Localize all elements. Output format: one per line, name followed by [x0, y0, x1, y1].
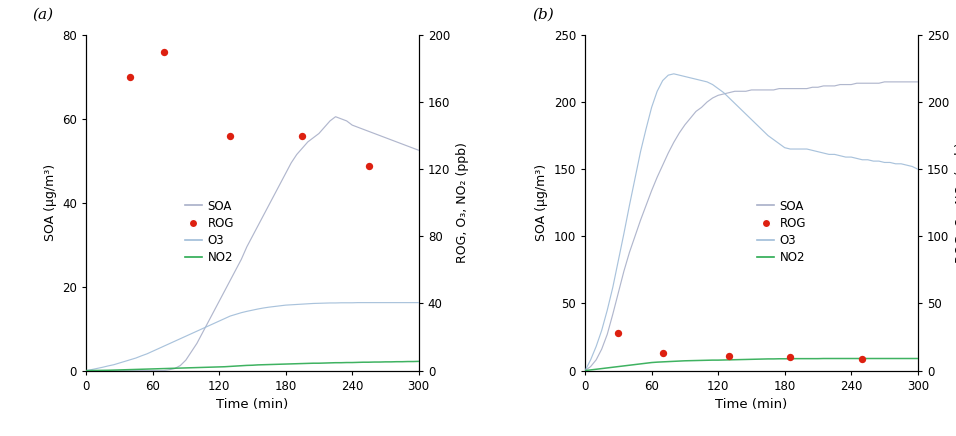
Point	[156, 48, 171, 55]
Point	[122, 73, 138, 80]
Text: (a): (a)	[33, 7, 54, 21]
Point	[294, 132, 310, 139]
Y-axis label: ROG, O₃, NO₂ (ppb): ROG, O₃, NO₂ (ppb)	[955, 142, 956, 263]
Point	[655, 350, 670, 357]
Point	[611, 330, 626, 337]
Point	[783, 354, 798, 361]
X-axis label: Time (min): Time (min)	[715, 398, 788, 411]
Point	[855, 355, 870, 362]
Point	[361, 162, 377, 169]
Legend: SOA, ROG, O3, NO2: SOA, ROG, O3, NO2	[757, 200, 806, 264]
Y-axis label: SOA (μg/m³): SOA (μg/m³)	[44, 164, 56, 241]
X-axis label: Time (min): Time (min)	[216, 398, 289, 411]
Y-axis label: ROG, O₃, NO₂ (ppb): ROG, O₃, NO₂ (ppb)	[456, 142, 468, 263]
Point	[223, 132, 238, 139]
Point	[722, 352, 737, 359]
Y-axis label: SOA (μg/m³): SOA (μg/m³)	[535, 164, 548, 241]
Text: (b): (b)	[532, 7, 554, 21]
Legend: SOA, ROG, O3, NO2: SOA, ROG, O3, NO2	[185, 200, 234, 264]
